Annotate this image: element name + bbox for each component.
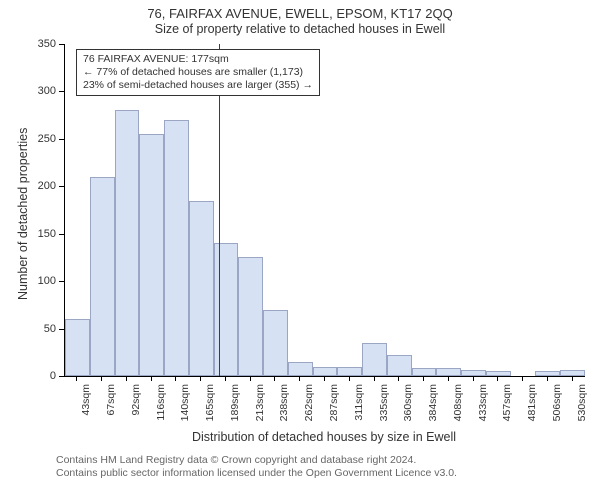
y-tick-label: 50	[44, 323, 56, 335]
x-tick-label: 530sqm	[576, 384, 588, 434]
x-tick-mark	[175, 376, 176, 381]
x-tick-label: 457sqm	[501, 384, 513, 434]
histogram-bar	[65, 319, 90, 376]
footer-line2: Contains public sector information licen…	[56, 467, 457, 480]
y-tick-label: 300	[38, 85, 56, 97]
x-tick-mark	[151, 376, 152, 381]
x-tick-label: 408sqm	[452, 384, 464, 434]
histogram-bar	[362, 343, 387, 376]
histogram-bar	[189, 201, 214, 376]
x-tick-label: 140sqm	[179, 384, 191, 434]
x-tick-mark	[76, 376, 77, 381]
histogram-bar	[115, 110, 140, 376]
histogram-bar	[461, 370, 486, 376]
y-tick-label: 250	[38, 133, 56, 145]
x-tick-mark	[200, 376, 201, 381]
x-tick-mark	[547, 376, 548, 381]
x-tick-label: 67sqm	[105, 384, 117, 434]
x-tick-label: 165sqm	[204, 384, 216, 434]
y-tick-mark	[59, 139, 64, 140]
x-tick-label: 506sqm	[551, 384, 563, 434]
x-tick-label: 213sqm	[254, 384, 266, 434]
x-tick-mark	[324, 376, 325, 381]
histogram-bar	[337, 367, 362, 376]
y-tick-mark	[59, 281, 64, 282]
histogram-bar	[238, 257, 263, 376]
info-box: 76 FAIRFAX AVENUE: 177sqm ← 77% of detac…	[76, 49, 320, 96]
histogram-bar	[560, 370, 585, 376]
footer-line1: Contains HM Land Registry data © Crown c…	[56, 454, 457, 467]
x-tick-mark	[225, 376, 226, 381]
y-axis-label: Number of detached properties	[16, 128, 30, 300]
x-tick-mark	[126, 376, 127, 381]
x-tick-label: 189sqm	[229, 384, 241, 434]
footer-attribution: Contains HM Land Registry data © Crown c…	[56, 454, 457, 480]
x-tick-mark	[473, 376, 474, 381]
histogram-bar	[412, 368, 437, 376]
histogram-bar	[164, 120, 189, 376]
y-tick-mark	[59, 44, 64, 45]
y-tick-label: 0	[50, 370, 56, 382]
histogram-bar	[436, 368, 461, 376]
y-tick-label: 200	[38, 180, 56, 192]
x-tick-mark	[101, 376, 102, 381]
x-tick-label: 92sqm	[130, 384, 142, 434]
histogram-bar	[263, 310, 288, 376]
y-tick-mark	[59, 376, 64, 377]
y-tick-mark	[59, 186, 64, 187]
x-tick-mark	[349, 376, 350, 381]
title-address: 76, FAIRFAX AVENUE, EWELL, EPSOM, KT17 2…	[0, 0, 600, 21]
y-tick-mark	[59, 91, 64, 92]
histogram-bar	[535, 371, 560, 376]
x-tick-mark	[250, 376, 251, 381]
x-tick-mark	[398, 376, 399, 381]
x-tick-label: 384sqm	[427, 384, 439, 434]
x-tick-label: 481sqm	[526, 384, 538, 434]
histogram-bar	[313, 367, 338, 376]
x-tick-mark	[448, 376, 449, 381]
histogram-bar	[288, 362, 313, 376]
y-tick-mark	[59, 234, 64, 235]
y-tick-label: 100	[38, 275, 56, 287]
histogram-bar	[139, 134, 164, 376]
x-tick-mark	[572, 376, 573, 381]
info-box-line1: 76 FAIRFAX AVENUE: 177sqm	[83, 53, 313, 66]
x-tick-label: 335sqm	[378, 384, 390, 434]
y-tick-label: 150	[38, 228, 56, 240]
x-tick-mark	[299, 376, 300, 381]
x-tick-mark	[274, 376, 275, 381]
histogram-bar	[90, 177, 115, 376]
x-tick-mark	[497, 376, 498, 381]
x-tick-label: 287sqm	[328, 384, 340, 434]
x-tick-label: 262sqm	[303, 384, 315, 434]
x-tick-mark	[374, 376, 375, 381]
histogram-bar	[387, 355, 412, 376]
y-tick-mark	[59, 329, 64, 330]
x-tick-mark	[423, 376, 424, 381]
chart-titles: 76, FAIRFAX AVENUE, EWELL, EPSOM, KT17 2…	[0, 0, 600, 36]
x-tick-label: 311sqm	[353, 384, 365, 434]
info-box-line2: ← 77% of detached houses are smaller (1,…	[83, 66, 313, 79]
y-tick-label: 350	[38, 38, 56, 50]
x-tick-label: 433sqm	[477, 384, 489, 434]
x-tick-label: 238sqm	[278, 384, 290, 434]
x-tick-mark	[522, 376, 523, 381]
x-tick-label: 43sqm	[80, 384, 92, 434]
x-tick-label: 116sqm	[155, 384, 167, 434]
histogram-bar	[214, 243, 239, 376]
info-box-line3: 23% of semi-detached houses are larger (…	[83, 79, 313, 92]
x-tick-label: 360sqm	[402, 384, 414, 434]
title-subtitle: Size of property relative to detached ho…	[0, 21, 600, 36]
